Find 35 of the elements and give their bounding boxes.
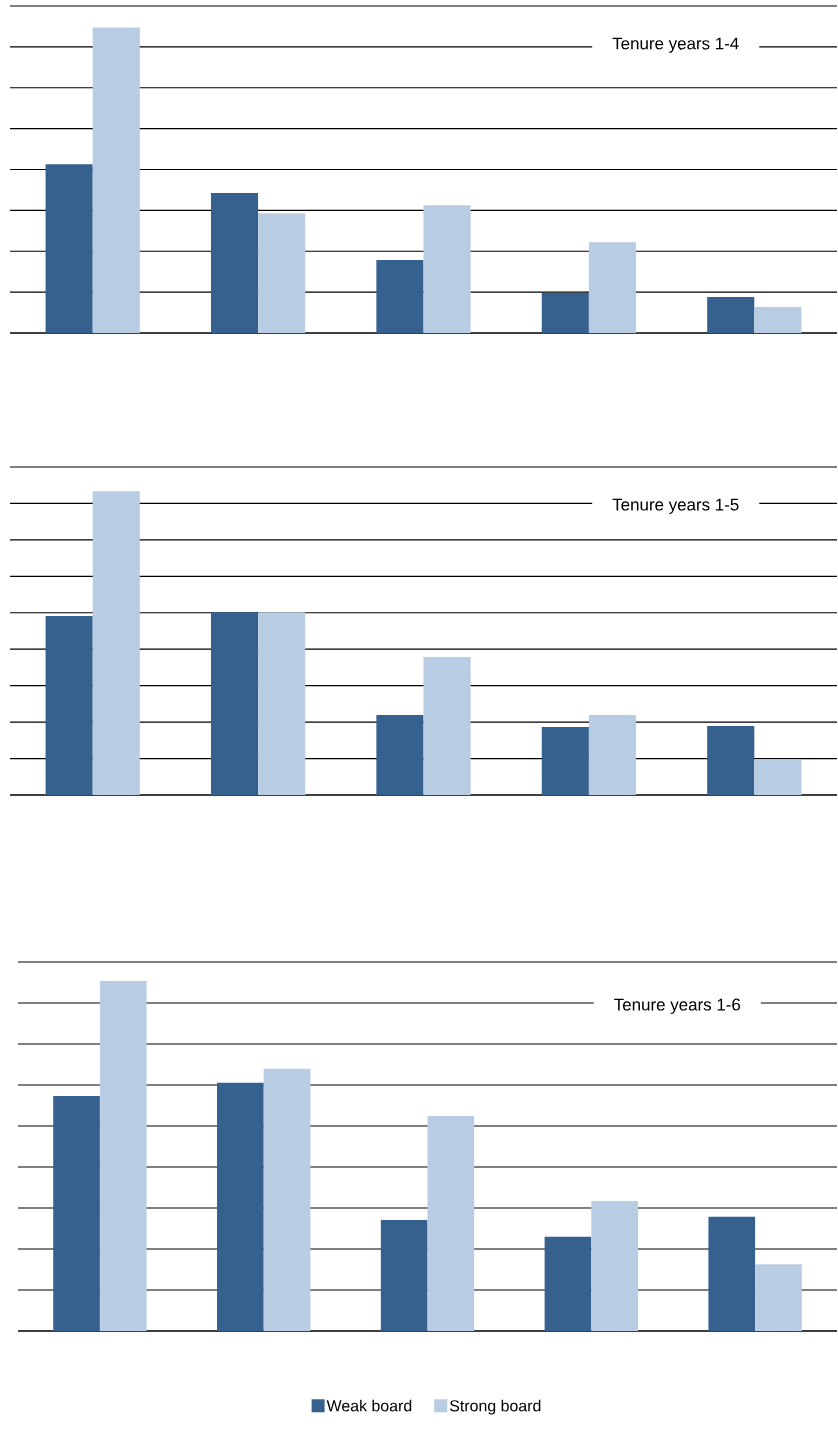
bar <box>381 1220 428 1331</box>
bar <box>544 1236 592 1331</box>
bar <box>423 657 471 795</box>
bar <box>591 1201 639 1331</box>
text: Tenure years 1-6 <box>614 998 741 1014</box>
bar <box>754 759 802 795</box>
bar <box>258 612 306 795</box>
bar <box>211 193 259 333</box>
text: Tenure years 1-4 <box>612 37 739 53</box>
bar <box>423 205 471 333</box>
bar <box>708 1216 756 1331</box>
bar <box>45 616 93 795</box>
bar <box>217 1082 264 1331</box>
bar <box>211 612 259 795</box>
bar <box>589 715 637 795</box>
bar <box>258 213 306 333</box>
bar <box>707 296 755 333</box>
bar <box>541 726 590 795</box>
chart-title: Tenure years 1-5 <box>612 498 739 514</box>
legend-label: Strong board <box>450 1399 541 1415</box>
bar <box>707 726 755 795</box>
bar <box>427 1116 475 1331</box>
legend-label: Weak board <box>326 1399 412 1412</box>
bar <box>263 1068 311 1331</box>
bar <box>92 491 141 795</box>
bar <box>100 980 147 1331</box>
bar <box>754 307 802 333</box>
bar <box>755 1264 802 1331</box>
bar <box>541 292 590 333</box>
bar <box>92 27 141 333</box>
bar <box>376 715 424 795</box>
bar <box>53 1096 101 1331</box>
bar <box>376 259 424 333</box>
bar <box>45 164 93 333</box>
bar <box>589 242 637 333</box>
